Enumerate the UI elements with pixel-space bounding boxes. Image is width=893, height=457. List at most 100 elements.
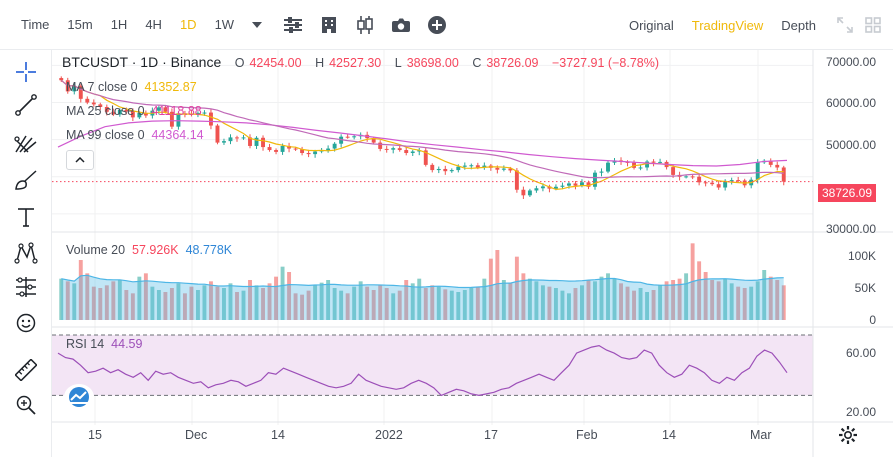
volume-bar bbox=[671, 280, 676, 320]
ma25-line bbox=[60, 79, 784, 179]
volume-bar bbox=[488, 258, 493, 320]
volume-bar bbox=[651, 290, 656, 320]
brush-icon[interactable] bbox=[10, 165, 42, 195]
time-tick: 15 bbox=[88, 428, 102, 442]
candle bbox=[781, 167, 786, 182]
candle bbox=[248, 137, 252, 146]
candle bbox=[352, 136, 357, 138]
candle bbox=[300, 149, 305, 154]
view-depth[interactable]: Depth bbox=[781, 17, 816, 33]
volume-bar bbox=[176, 283, 181, 320]
fullscreen-icon[interactable] bbox=[831, 0, 859, 50]
gear-icon[interactable] bbox=[838, 425, 858, 445]
ma7-legend[interactable]: MA 7 close 0 41352.87 bbox=[66, 80, 197, 94]
volume-bar bbox=[475, 286, 480, 320]
candle bbox=[430, 164, 435, 171]
ruler-icon[interactable] bbox=[10, 355, 42, 385]
volume-bar bbox=[449, 290, 454, 320]
volume-bar bbox=[527, 278, 532, 320]
view-original[interactable]: Original bbox=[628, 17, 674, 33]
candle bbox=[658, 161, 663, 163]
volume-bar bbox=[501, 280, 506, 320]
collapse-legend-button[interactable] bbox=[66, 150, 94, 170]
candle bbox=[423, 150, 428, 165]
layout-grid-icon[interactable] bbox=[859, 0, 887, 50]
volume-bar bbox=[345, 293, 350, 320]
volume-bar bbox=[143, 273, 148, 320]
candle bbox=[729, 180, 734, 182]
volume-bar bbox=[91, 286, 96, 320]
tradingview-logo-icon[interactable] bbox=[64, 384, 94, 410]
candle bbox=[345, 136, 350, 138]
volume-bar bbox=[612, 278, 617, 320]
add-icon[interactable] bbox=[423, 0, 451, 50]
candle bbox=[384, 148, 389, 150]
candle bbox=[215, 125, 220, 143]
volume-bar bbox=[645, 292, 650, 320]
trend-line-icon[interactable] bbox=[10, 90, 42, 120]
candle bbox=[85, 98, 90, 103]
volume-bar bbox=[703, 272, 708, 320]
interval-15m[interactable]: 15m bbox=[67, 17, 93, 32]
volume-bar bbox=[775, 280, 780, 320]
candle bbox=[417, 150, 422, 152]
candle bbox=[235, 137, 239, 139]
change-value: −3727.91 (−8.78%) bbox=[551, 56, 659, 70]
price-tick: 30000.00 bbox=[825, 222, 876, 236]
candle-style-icon[interactable] bbox=[351, 0, 379, 50]
volume-bar bbox=[98, 288, 103, 320]
indicator-settings-icon[interactable] bbox=[279, 0, 307, 50]
pitchfork-icon[interactable] bbox=[10, 128, 42, 158]
candle bbox=[117, 109, 122, 115]
candle bbox=[267, 147, 272, 151]
dropdown-caret-icon[interactable] bbox=[243, 0, 271, 50]
candle bbox=[163, 107, 168, 112]
interval-time[interactable]: Time bbox=[21, 17, 50, 32]
interval-1w[interactable]: 1W bbox=[214, 17, 235, 32]
prediction-icon[interactable] bbox=[10, 272, 42, 302]
candle bbox=[332, 143, 337, 149]
interval-1d[interactable]: 1D bbox=[179, 17, 197, 32]
interval-selector: Time 15m 1H 4H 1D 1W bbox=[0, 0, 451, 50]
rsi-legend[interactable]: RSI 14 44.59 bbox=[66, 337, 143, 351]
volume-bar bbox=[228, 283, 233, 320]
volume-bar bbox=[404, 280, 409, 320]
candle bbox=[469, 165, 474, 167]
candle bbox=[768, 160, 773, 165]
candle bbox=[72, 85, 77, 92]
chart-type-icon[interactable] bbox=[315, 0, 343, 50]
candle bbox=[638, 167, 643, 169]
candle bbox=[280, 145, 285, 152]
candle bbox=[293, 148, 298, 150]
volume-bar bbox=[762, 270, 767, 320]
ma25-legend[interactable]: MA 25 close 0 41118.88 bbox=[66, 104, 202, 118]
volume-legend[interactable]: Volume 20 57.926K 48.778K bbox=[66, 243, 233, 257]
candle bbox=[228, 137, 233, 142]
candle bbox=[553, 186, 558, 189]
view-tradingview[interactable]: TradingView bbox=[691, 17, 764, 33]
pattern-icon[interactable] bbox=[10, 238, 42, 268]
candle bbox=[143, 112, 148, 116]
zoom-in-icon[interactable] bbox=[10, 390, 42, 420]
crosshair-icon[interactable] bbox=[10, 57, 42, 87]
text-icon[interactable] bbox=[10, 202, 42, 232]
volume-bar bbox=[553, 288, 558, 320]
price-chart[interactable] bbox=[52, 50, 893, 457]
candle bbox=[723, 180, 728, 188]
interval-4h[interactable]: 4H bbox=[145, 17, 162, 32]
volume-bar bbox=[625, 286, 630, 320]
volume-bar bbox=[378, 285, 383, 320]
volume-bar bbox=[182, 293, 187, 320]
emoji-icon[interactable] bbox=[10, 308, 42, 338]
candle bbox=[436, 168, 441, 171]
volume-bar bbox=[606, 273, 610, 320]
volume-bar bbox=[222, 288, 226, 320]
volume-bar bbox=[371, 290, 376, 320]
camera-icon[interactable] bbox=[387, 0, 415, 50]
volume-bar bbox=[768, 276, 773, 320]
volume-tick: 50K bbox=[854, 281, 876, 295]
volume-bar bbox=[261, 288, 265, 320]
volume-bar bbox=[521, 273, 526, 320]
interval-1h[interactable]: 1H bbox=[110, 17, 128, 32]
ma99-legend[interactable]: MA 99 close 0 44364.14 bbox=[66, 128, 204, 142]
